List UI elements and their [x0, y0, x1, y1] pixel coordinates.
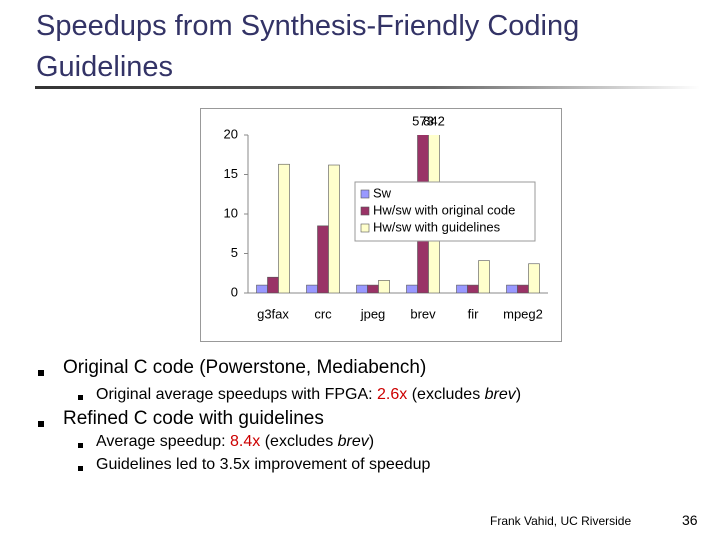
bar: [267, 276, 279, 293]
bar: [317, 225, 329, 293]
bullet-text: ): [368, 433, 375, 450]
y-tick-label: 20: [224, 126, 238, 141]
sub-bullet: Average speedup: 8.4x (excludes brev): [96, 433, 374, 451]
title-rule: [35, 86, 700, 89]
x-tick-label: mpeg2: [503, 306, 543, 321]
bar: [467, 284, 479, 293]
x-tick-label: fir: [468, 306, 480, 321]
bullet: Refined C code with guidelines: [63, 408, 324, 430]
footer-author: Frank Vahid, UC Riverside: [490, 514, 632, 528]
bullet-text: brev: [337, 433, 369, 450]
overflow-label: 573: [412, 113, 434, 128]
bar: [278, 163, 290, 293]
bullet-text: Refined C code with guidelines: [63, 408, 324, 429]
bar: [517, 284, 529, 293]
sub-bullet: Guidelines led to 3.5x improvement of sp…: [96, 456, 430, 474]
bullet-text: brev: [484, 386, 516, 403]
sub-bullet: Original average speedups with FPGA: 2.6…: [96, 386, 521, 404]
bullet-marker: [78, 443, 83, 448]
bar: [506, 284, 518, 293]
bullet-text: Average speedup:: [96, 433, 231, 450]
legend-box: [354, 181, 536, 242]
bar: [406, 284, 418, 293]
y-tick-label: 10: [224, 205, 238, 220]
legend-swatch: [360, 206, 370, 216]
bar: [528, 263, 540, 293]
y-tick-label: 5: [231, 245, 238, 260]
x-tick-label: crc: [314, 306, 332, 321]
x-tick-label: g3fax: [257, 306, 289, 321]
page-number: 36: [682, 512, 698, 528]
bullet-marker: [78, 395, 83, 400]
legend-label: Sw: [373, 185, 392, 200]
bullet-text: Original C code (Powerstone, Mediabench): [63, 357, 427, 378]
bar: [367, 284, 379, 293]
bullet-marker: [38, 370, 44, 376]
bar: [256, 284, 268, 293]
legend-swatch: [360, 223, 370, 233]
legend-label: Hw/sw with original code: [373, 202, 515, 217]
bullet-marker: [78, 466, 83, 471]
y-tick-label: 15: [224, 166, 238, 181]
legend-label: Hw/sw with guidelines: [373, 219, 501, 234]
bullet-text: ): [515, 386, 522, 403]
bullet-text: (excludes: [407, 386, 485, 403]
x-tick-label: jpeg: [360, 306, 386, 321]
bar: [356, 284, 368, 293]
y-tick-label: 0: [231, 284, 238, 299]
legend-swatch: [360, 189, 370, 199]
highlight: 8.4x: [230, 433, 261, 450]
overflow-label: 842: [423, 113, 445, 128]
highlight: 2.6x: [377, 386, 408, 403]
bullet-marker: [38, 421, 44, 427]
bar: [456, 284, 468, 293]
bar: [478, 260, 490, 293]
bullet-text: Guidelines led to 3.5x improvement of sp…: [96, 456, 431, 473]
bullet: Original C code (Powerstone, Mediabench): [63, 357, 426, 379]
x-tick-label: brev: [410, 306, 436, 321]
bar: [306, 284, 318, 293]
bullet-text: Original average speedups with FPGA:: [96, 386, 378, 403]
bar: [328, 164, 340, 293]
bullet-text: (excludes: [260, 433, 338, 450]
slide-title: Speedups from Synthesis-Friendly Coding …: [36, 10, 580, 83]
bar: [378, 280, 390, 293]
